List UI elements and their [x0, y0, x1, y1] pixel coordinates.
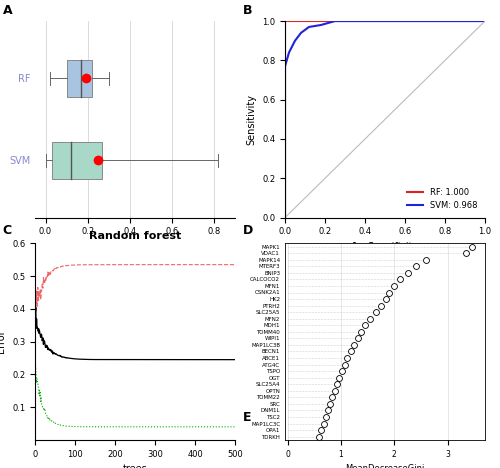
Point — [324, 407, 332, 414]
Point — [385, 289, 393, 296]
Point — [354, 335, 362, 342]
Point — [346, 348, 354, 355]
Point — [372, 308, 380, 316]
Text: E: E — [242, 411, 251, 424]
Text: D: D — [242, 224, 253, 237]
Point — [340, 361, 348, 368]
X-axis label: 1 - Specificity: 1 - Specificity — [352, 242, 418, 252]
Point — [330, 387, 338, 395]
Point — [338, 367, 346, 375]
X-axis label: MeanDecreaseGini: MeanDecreaseGini — [346, 464, 424, 468]
Text: C: C — [2, 224, 12, 237]
Point — [320, 420, 328, 427]
Point — [396, 276, 404, 283]
Point — [462, 249, 470, 257]
Point — [382, 295, 390, 303]
Point — [422, 256, 430, 263]
Point — [350, 341, 358, 349]
Point — [316, 426, 324, 434]
Text: A: A — [2, 4, 12, 17]
Point — [328, 394, 336, 401]
Title: Random forest: Random forest — [89, 231, 181, 241]
Text: B: B — [242, 4, 252, 17]
Point — [404, 269, 411, 277]
Y-axis label: Error: Error — [0, 330, 6, 353]
Point — [390, 282, 398, 290]
Point — [344, 354, 351, 362]
Point — [336, 374, 344, 381]
Point — [361, 322, 369, 329]
Point — [412, 263, 420, 270]
Bar — [66, 60, 92, 97]
Point — [366, 315, 374, 322]
Point — [332, 380, 340, 388]
Point — [358, 328, 366, 336]
Y-axis label: Sensitivity: Sensitivity — [246, 94, 256, 145]
X-axis label: trees: trees — [122, 464, 148, 468]
Legend: RF: 1.000, SVM: 0.968: RF: 1.000, SVM: 0.968 — [404, 184, 481, 213]
Bar — [52, 142, 102, 179]
Point — [377, 302, 385, 309]
Point — [314, 433, 322, 440]
Point — [322, 413, 330, 421]
Point — [326, 400, 334, 408]
Point — [468, 243, 475, 250]
